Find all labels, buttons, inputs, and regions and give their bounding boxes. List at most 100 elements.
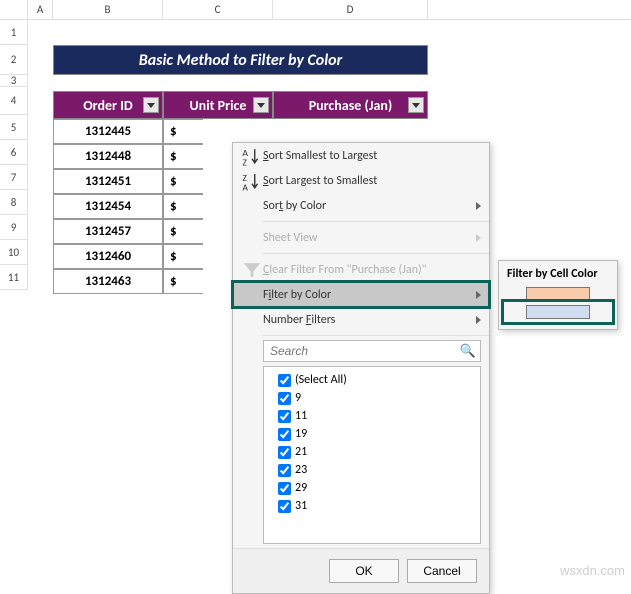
tree-item[interactable]: 21 bbox=[268, 443, 476, 461]
cell-order-id[interactable]: 1312454 bbox=[53, 194, 163, 219]
cell-order-id[interactable]: 1312448 bbox=[53, 144, 163, 169]
tree-label: 11 bbox=[295, 409, 307, 423]
cell-unit-price[interactable]: $ bbox=[163, 219, 203, 244]
watermark: wsxdn.com bbox=[560, 563, 625, 578]
filter-button-unit-price[interactable] bbox=[253, 97, 269, 113]
tree-label: 19 bbox=[295, 427, 307, 441]
menu-label: Clear Filter From "Purchase (Jan)" bbox=[263, 263, 426, 277]
tree-item[interactable]: 9 bbox=[268, 389, 476, 407]
tree-label: 23 bbox=[295, 463, 307, 477]
menu-number-filters[interactable]: Number Filters bbox=[233, 307, 489, 332]
row-header[interactable]: 2 bbox=[0, 45, 28, 75]
svg-text:A: A bbox=[242, 181, 248, 191]
checkbox[interactable] bbox=[278, 428, 291, 441]
spreadsheet: A B C D 1 2 3 4 5 6 7 8 9 10 11 Basic Me… bbox=[0, 0, 631, 20]
select-all-corner[interactable] bbox=[0, 0, 28, 20]
row-header[interactable]: 4 bbox=[0, 87, 28, 115]
filter-context-menu: AZ Sort Smallest to Largest ZA Sort Larg… bbox=[232, 142, 490, 594]
menu-label: Sort Smallest to Largest bbox=[263, 149, 377, 163]
row-header[interactable]: 1 bbox=[0, 20, 28, 45]
row-header[interactable]: 11 bbox=[0, 265, 28, 290]
color-swatch-peach[interactable] bbox=[507, 287, 609, 301]
checkbox[interactable] bbox=[278, 482, 291, 495]
tree-label: 21 bbox=[295, 445, 307, 459]
filter-values-tree[interactable]: (Select All) 9 11 19 21 23 29 31 bbox=[263, 366, 481, 544]
col-header-d[interactable]: D bbox=[273, 0, 428, 20]
tree-item[interactable]: 29 bbox=[268, 479, 476, 497]
tree-item[interactable]: 31 bbox=[268, 497, 476, 515]
checkbox[interactable] bbox=[278, 446, 291, 459]
cancel-button[interactable]: Cancel bbox=[407, 559, 477, 583]
svg-text:Z: Z bbox=[242, 156, 247, 166]
col-header-a[interactable]: A bbox=[28, 0, 53, 20]
menu-clear-filter: Clear Filter From "Purchase (Jan)" bbox=[233, 257, 489, 282]
cell-order-id[interactable]: 1312445 bbox=[53, 119, 163, 144]
col-header-b[interactable]: B bbox=[53, 0, 163, 20]
row-header[interactable]: 9 bbox=[0, 215, 28, 240]
row-header[interactable]: 3 bbox=[0, 75, 28, 87]
sort-desc-icon: ZA bbox=[241, 170, 263, 192]
menu-filter-by-color[interactable]: Filter by Color bbox=[233, 282, 489, 307]
tree-label: 29 bbox=[295, 481, 307, 495]
filter-button-order-id[interactable] bbox=[143, 97, 159, 113]
menu-sort-ascending[interactable]: AZ Sort Smallest to Largest bbox=[233, 143, 489, 168]
tree-item[interactable]: 19 bbox=[268, 425, 476, 443]
tree-label: (Select All) bbox=[295, 373, 347, 387]
row-header[interactable]: 8 bbox=[0, 190, 28, 215]
cell-order-id[interactable]: 1312460 bbox=[53, 244, 163, 269]
cell-unit-price[interactable]: $ bbox=[163, 194, 203, 219]
row-headers-area: 1 2 3 4 5 6 7 8 9 10 11 bbox=[0, 20, 28, 290]
checkbox[interactable] bbox=[278, 464, 291, 477]
menu-sheet-view: Sheet View bbox=[233, 225, 489, 250]
menu-label: Number Filters bbox=[263, 313, 335, 327]
tree-item[interactable]: 23 bbox=[268, 461, 476, 479]
header-unit-price: Unit Price bbox=[163, 91, 273, 119]
menu-separator bbox=[263, 335, 489, 336]
checkbox[interactable] bbox=[278, 410, 291, 423]
row-header[interactable]: 10 bbox=[0, 240, 28, 265]
menu-label: Filter by Color bbox=[263, 288, 331, 302]
row-header[interactable]: 7 bbox=[0, 165, 28, 190]
header-order-id: Order ID bbox=[53, 91, 163, 119]
header-label: Order ID bbox=[83, 97, 133, 114]
header-purchase: Purchase (Jan) bbox=[273, 91, 428, 119]
column-headers: A B C D bbox=[0, 0, 631, 20]
cell-order-id[interactable]: 1312463 bbox=[53, 269, 163, 294]
menu-label: Sheet View bbox=[263, 231, 317, 245]
menu-separator bbox=[263, 253, 489, 254]
tree-label: 31 bbox=[295, 499, 307, 513]
menu-sort-by-color[interactable]: Sort by Color bbox=[233, 193, 489, 218]
checkbox[interactable] bbox=[278, 392, 291, 405]
submenu-title: Filter by Cell Color bbox=[507, 267, 609, 281]
swatch-peach-icon bbox=[526, 287, 590, 301]
cell-order-id[interactable]: 1312451 bbox=[53, 169, 163, 194]
tree-label: 9 bbox=[295, 391, 301, 405]
header-label: Purchase (Jan) bbox=[309, 97, 393, 114]
cell-unit-price[interactable]: $ bbox=[163, 269, 203, 294]
search-icon: 🔍 bbox=[460, 344, 476, 359]
header-label: Unit Price bbox=[190, 97, 247, 114]
col-header-c[interactable]: C bbox=[163, 0, 273, 20]
cell-unit-price[interactable]: $ bbox=[163, 144, 203, 169]
menu-label: Sort Largest to Smallest bbox=[263, 174, 377, 188]
checkbox[interactable] bbox=[278, 500, 291, 513]
filter-by-color-submenu: Filter by Cell Color bbox=[498, 260, 618, 330]
sort-asc-icon: AZ bbox=[241, 145, 263, 167]
ok-button[interactable]: OK bbox=[329, 559, 399, 583]
cell-unit-price[interactable]: $ bbox=[163, 169, 203, 194]
tree-item-select-all[interactable]: (Select All) bbox=[268, 371, 476, 389]
color-swatch-blue[interactable] bbox=[507, 305, 609, 319]
tree-item[interactable]: 11 bbox=[268, 407, 476, 425]
dialog-button-row: OK Cancel bbox=[233, 548, 489, 593]
clear-filter-icon bbox=[241, 259, 263, 281]
checkbox[interactable] bbox=[278, 374, 291, 387]
cell-order-id[interactable]: 1312457 bbox=[53, 219, 163, 244]
cell-unit-price[interactable]: $ bbox=[163, 119, 203, 144]
menu-sort-descending[interactable]: ZA Sort Largest to Smallest bbox=[233, 168, 489, 193]
filter-search-row: 🔍 bbox=[263, 340, 481, 362]
row-header[interactable]: 6 bbox=[0, 140, 28, 165]
cell-unit-price[interactable]: $ bbox=[163, 244, 203, 269]
filter-button-purchase[interactable] bbox=[408, 97, 424, 113]
row-header[interactable]: 5 bbox=[0, 115, 28, 140]
filter-search-input[interactable] bbox=[263, 340, 481, 362]
